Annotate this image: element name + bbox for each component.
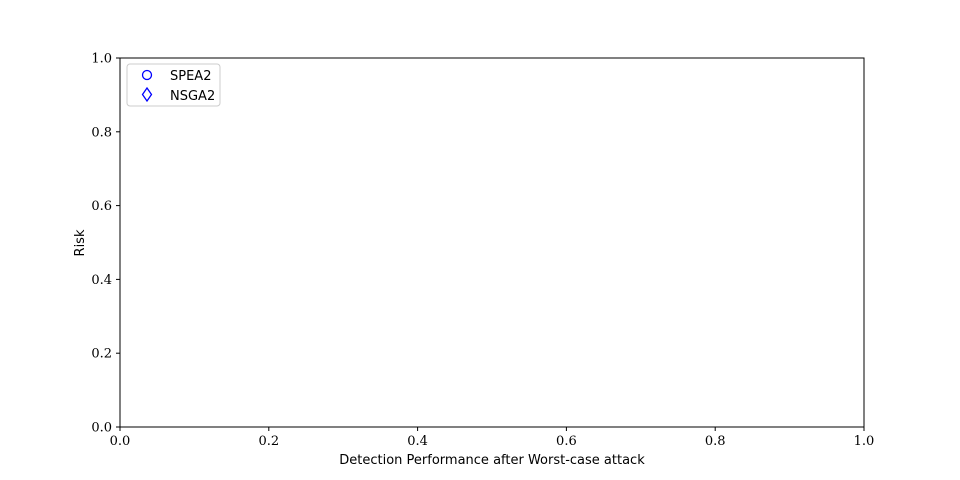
x-axis-label: Detection Performance after Worst-case a… xyxy=(339,453,645,468)
x-tick-label: 0.0 xyxy=(110,434,131,449)
y-axis-ticks: 0.0 0.2 0.4 0.6 0.8 1.0 xyxy=(91,52,120,436)
y-tick-label: 1.0 xyxy=(91,52,112,67)
x-tick-label: 0.2 xyxy=(258,434,279,449)
legend-diamond-marker-icon xyxy=(141,86,153,103)
y-tick-label: 0.8 xyxy=(91,125,112,140)
x-tick-label: 1.0 xyxy=(854,434,875,449)
legend-circle-marker-icon xyxy=(141,69,153,81)
legend-label-spea2: SPEA2 xyxy=(170,69,211,84)
legend-label-nsga2: NSGA2 xyxy=(170,89,215,104)
plot-area xyxy=(119,57,865,428)
legend: SPEA2 NSGA2 xyxy=(126,63,221,107)
x-tick-label: 0.4 xyxy=(407,434,428,449)
y-axis-label: Risk xyxy=(73,229,88,256)
x-tick-label: 0.6 xyxy=(556,434,577,449)
x-axis-ticks: 0.0 0.2 0.4 0.6 0.8 1.0 xyxy=(110,427,875,449)
y-tick-label: 0.6 xyxy=(91,199,112,214)
y-tick-label: 0.2 xyxy=(91,347,112,362)
y-tick-label: 0.0 xyxy=(91,421,112,436)
y-tick-label: 0.4 xyxy=(91,273,112,288)
x-tick-label: 0.8 xyxy=(705,434,726,449)
plot-frame xyxy=(119,57,865,428)
